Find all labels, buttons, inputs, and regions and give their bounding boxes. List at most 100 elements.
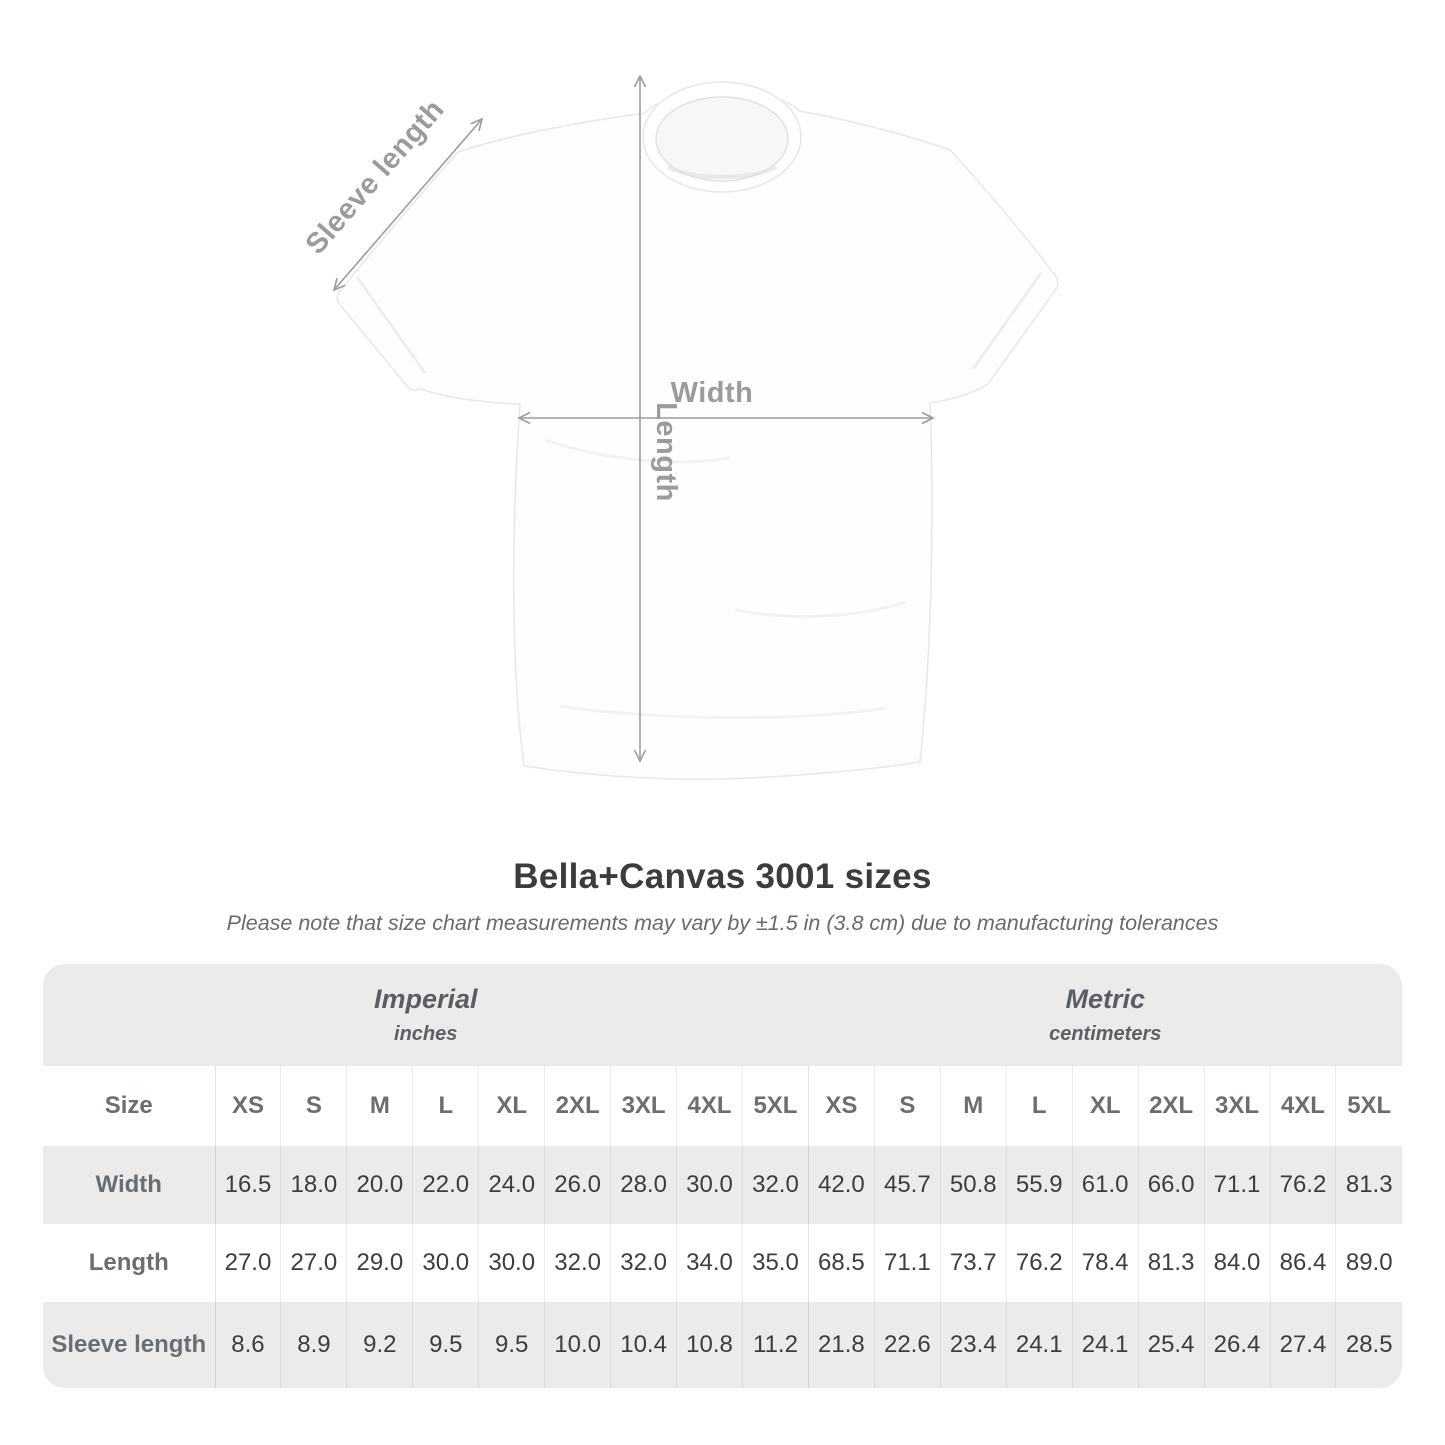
value-cell: 84.0 [1203, 1223, 1270, 1302]
size-header-cell: 3XL [1203, 1065, 1270, 1146]
size-header-cell: S [873, 1065, 941, 1146]
value-cell: 81.3 [1137, 1223, 1205, 1302]
value-cell: 10.0 [544, 1301, 611, 1388]
size-header-cell: 5XL [1335, 1065, 1402, 1146]
value-cell: 10.4 [610, 1301, 677, 1388]
row-label-sleeve-length: Sleeve length [51, 1330, 207, 1358]
value-cell: 26.0 [544, 1145, 611, 1224]
value-cell: 71.1 [1203, 1145, 1270, 1224]
size-header-cell: 3XL [610, 1065, 677, 1146]
value-cell: 86.4 [1269, 1223, 1336, 1302]
value-cell: 29.0 [346, 1223, 413, 1302]
value-cell: 9.5 [412, 1301, 479, 1388]
tshirt-graphic [336, 92, 1059, 780]
metric-label: Metric [1065, 983, 1145, 1014]
value-cell: 9.2 [346, 1301, 413, 1388]
length-row: Length 27.0 27.0 29.0 30.0 30.0 32.0 32.… [43, 1223, 1402, 1302]
size-header-cell: XS [214, 1065, 281, 1146]
collar-opening [655, 96, 789, 182]
value-cell: 8.9 [280, 1301, 347, 1388]
value-cell: 32.0 [742, 1145, 809, 1224]
value-cell: 24.1 [1071, 1301, 1139, 1388]
size-header-cell: XS [807, 1065, 875, 1146]
value-cell: 24.0 [478, 1145, 545, 1224]
value-cell: 20.0 [346, 1145, 413, 1224]
value-cell: 11.2 [742, 1301, 809, 1388]
value-cell: 68.5 [807, 1223, 875, 1302]
collar-inner-shadow [666, 165, 778, 179]
value-cell: 81.3 [1335, 1145, 1402, 1224]
metric-section-header: Metric centimeters [808, 963, 1402, 1066]
value-cell: 34.0 [676, 1223, 743, 1302]
value-cell: 61.0 [1071, 1145, 1139, 1224]
sleeve-length-row: Sleeve length 8.6 8.9 9.2 9.5 9.5 10.0 1… [43, 1301, 1402, 1388]
size-header-cell: M [939, 1065, 1007, 1146]
value-cell: 78.4 [1071, 1223, 1139, 1302]
page-title: Bella+Canvas 3001 sizes [513, 857, 932, 896]
size-header-cell: L [1005, 1065, 1073, 1146]
size-header-cell: 4XL [676, 1065, 743, 1146]
width-row: Width 16.5 18.0 20.0 22.0 24.0 26.0 28.0… [43, 1145, 1402, 1224]
value-cell: 32.0 [544, 1223, 611, 1302]
value-cell: 16.5 [214, 1145, 281, 1224]
value-cell: 27.0 [214, 1223, 281, 1302]
value-cell: 89.0 [1335, 1223, 1402, 1302]
size-header-cell: XL [1071, 1065, 1139, 1146]
value-cell: 73.7 [939, 1223, 1007, 1302]
imperial-unit: inches [394, 1022, 458, 1045]
value-cell: 23.4 [939, 1301, 1007, 1388]
value-cell: 42.0 [807, 1145, 875, 1224]
value-cell: 76.2 [1005, 1223, 1073, 1302]
length-label: Length [650, 402, 682, 502]
value-cell: 9.5 [478, 1301, 545, 1388]
tshirt-diagram-svg: Width Length Sleeve length [300, 74, 1059, 780]
value-cell: 22.6 [873, 1301, 941, 1388]
size-header-cell: L [412, 1065, 479, 1146]
value-cell: 27.4 [1269, 1301, 1336, 1388]
value-cell: 35.0 [742, 1223, 809, 1302]
size-header-cell: 2XL [1137, 1065, 1205, 1146]
value-cell: 21.8 [807, 1301, 875, 1388]
value-cell: 25.4 [1137, 1301, 1205, 1388]
value-cell: 18.0 [280, 1145, 347, 1224]
value-cell: 30.0 [478, 1223, 545, 1302]
unit-section-row: Imperial inches Metric centimeters [43, 963, 1402, 1066]
wrinkle-line [734, 600, 907, 618]
value-cell: 22.0 [412, 1145, 479, 1224]
size-table-card: Imperial inches Metric centimeters Size … [43, 963, 1402, 1388]
value-cell: 45.7 [873, 1145, 941, 1224]
value-cell: 55.9 [1005, 1145, 1073, 1224]
imperial-label: Imperial [373, 983, 478, 1014]
value-cell: 28.0 [610, 1145, 677, 1224]
size-column-header: Size [104, 1091, 153, 1119]
value-cell: 32.0 [610, 1223, 677, 1302]
size-header-cell: 4XL [1269, 1065, 1336, 1146]
width-label: Width [671, 377, 754, 409]
size-header-cell: XL [478, 1065, 545, 1146]
value-cell: 50.8 [939, 1145, 1007, 1224]
tshirt-measurement-diagram: Width Length Sleeve length [300, 74, 1059, 780]
size-header-cell: 5XL [742, 1065, 809, 1146]
sleeve-length-arrow [332, 117, 484, 292]
value-cell: 27.0 [280, 1223, 347, 1302]
size-header-cell: M [346, 1065, 413, 1146]
value-cell: 30.0 [676, 1145, 743, 1224]
size-header-cell: S [280, 1065, 347, 1146]
row-label-width: Width [95, 1170, 162, 1198]
imperial-section-header: Imperial inches [43, 963, 809, 1066]
value-cell: 30.0 [412, 1223, 479, 1302]
left-cuff-fold [355, 276, 427, 374]
wrinkle-line [559, 704, 886, 720]
value-cell: 76.2 [1269, 1145, 1336, 1224]
size-header-row: Size XS S M L XL 2XL 3XL 4XL 5XL XS S M … [43, 1065, 1402, 1146]
tolerance-note: Please note that size chart measurements… [226, 911, 1219, 935]
value-cell: 66.0 [1137, 1145, 1205, 1224]
metric-unit: centimeters [1049, 1022, 1162, 1045]
size-header-cell: 2XL [544, 1065, 611, 1146]
value-cell: 8.6 [214, 1301, 281, 1388]
right-cuff-fold [971, 272, 1043, 370]
value-cell: 71.1 [873, 1223, 941, 1302]
value-cell: 24.1 [1005, 1301, 1073, 1388]
size-table: Imperial inches Metric centimeters Size … [43, 963, 1402, 1388]
